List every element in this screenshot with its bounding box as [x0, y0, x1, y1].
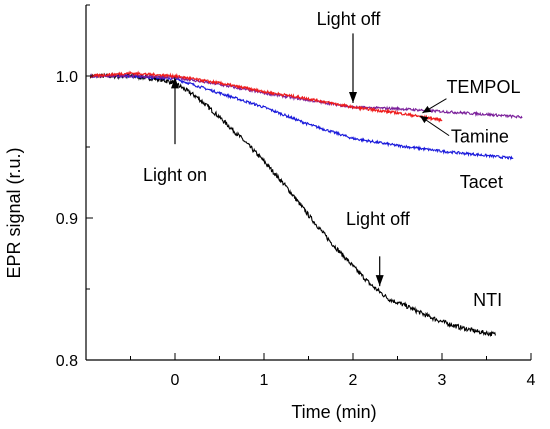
series-label-tamine: Tamine	[451, 127, 509, 147]
y-tick-label: 0.8	[56, 353, 78, 370]
light-on-arrow-head	[171, 77, 179, 89]
tempol-leader-head	[422, 105, 432, 113]
series-label-tacet: Tacet	[460, 172, 503, 192]
annotations: Light on Light off Light off TEMPOL Tamine Ta…	[143, 9, 520, 310]
series-line-nti	[89, 71, 496, 338]
x-tick-label: 0	[171, 372, 180, 389]
plot-area	[89, 70, 523, 338]
x-tick-label: 1	[260, 372, 269, 389]
y-tick-label: 0.9	[56, 211, 78, 228]
y-tick-label: 1.0	[56, 69, 78, 86]
axes: 0 1 2 3 4 0.8 0.9 1.0	[56, 4, 536, 389]
light-off-bottom-label: Light off	[346, 209, 411, 229]
x-tick-label: 4	[527, 372, 536, 389]
x-tick-label: 2	[349, 372, 358, 389]
series-label-tempol: TEMPOL	[446, 77, 520, 97]
light-off-top-arrow-head	[349, 91, 357, 103]
light-on-label: Light on	[143, 165, 207, 185]
x-tick-label: 3	[438, 372, 447, 389]
y-axis-title: EPR signal (r.u.)	[4, 147, 24, 278]
x-axis-title: Time (min)	[291, 402, 376, 422]
series-line-tamine	[89, 70, 443, 123]
tamine-leader-head	[419, 115, 429, 124]
light-off-bottom-arrow-head	[375, 275, 384, 287]
light-off-top-label: Light off	[317, 9, 382, 29]
series-label-nti: NTI	[473, 290, 502, 310]
